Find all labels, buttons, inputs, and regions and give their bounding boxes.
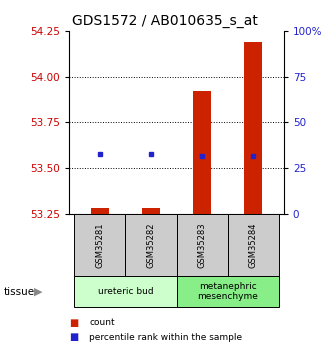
Text: ■: ■: [69, 318, 79, 327]
Bar: [142, 207, 160, 214]
Text: GSM35281: GSM35281: [95, 222, 104, 268]
Bar: [91, 207, 109, 214]
Bar: [74, 276, 177, 307]
Text: count: count: [89, 318, 115, 327]
Text: GSM35284: GSM35284: [249, 222, 258, 268]
Text: percentile rank within the sample: percentile rank within the sample: [89, 333, 242, 342]
Text: ▶: ▶: [34, 287, 42, 296]
Text: tissue: tissue: [3, 287, 34, 296]
Text: ■: ■: [69, 333, 79, 342]
Text: GSM35283: GSM35283: [198, 222, 207, 268]
Text: GDS1572 / AB010635_s_at: GDS1572 / AB010635_s_at: [72, 14, 258, 28]
Bar: [125, 214, 177, 276]
Bar: [244, 42, 262, 214]
Bar: [193, 91, 211, 214]
Bar: [177, 276, 279, 307]
Text: metanephric
mesenchyme: metanephric mesenchyme: [197, 282, 258, 301]
Bar: [74, 214, 125, 276]
Bar: [177, 214, 228, 276]
Text: ureteric bud: ureteric bud: [98, 287, 153, 296]
Bar: [228, 214, 279, 276]
Text: GSM35282: GSM35282: [147, 222, 155, 268]
